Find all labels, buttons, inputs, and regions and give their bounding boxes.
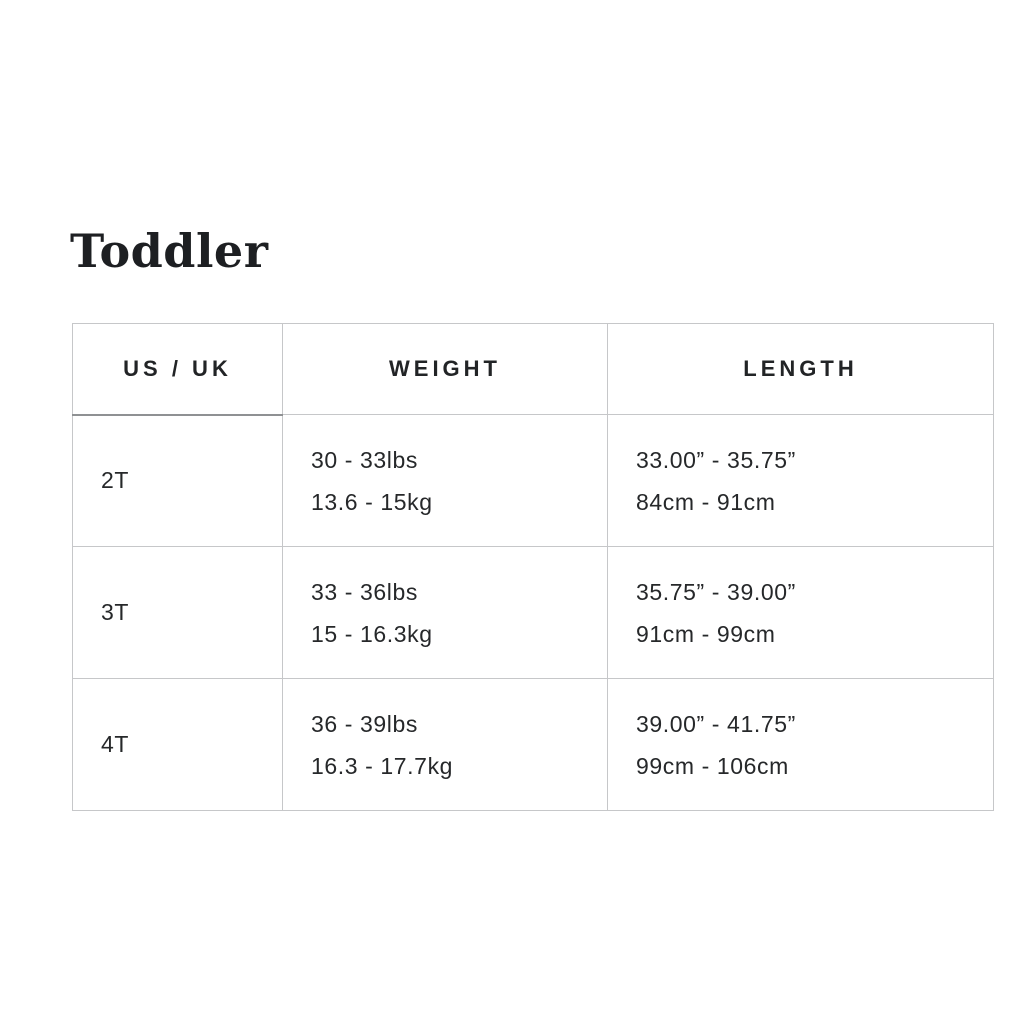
weight-kg-value: 13.6 - 15kg: [311, 488, 433, 515]
weight-kg-value: 16.3 - 17.7kg: [311, 752, 454, 779]
table-row-4t: 4T 36 - 39lbs 16.3 - 17.7kg 39.00” - 41.…: [72, 678, 994, 811]
header-us-uk: US / UK: [72, 323, 283, 416]
table-row-3t: 3T 33 - 36lbs 15 - 16.3kg 35.75” - 39.00…: [72, 546, 994, 679]
size-cell: 4T: [72, 678, 283, 811]
weight-lbs-value: 36 - 39lbs: [311, 710, 419, 737]
table-row-2t: 2T 30 - 33lbs 13.6 - 15kg 33.00” - 35.75…: [72, 414, 994, 547]
toddler-size-table: US / UK WEIGHT LENGTH 2T 30 - 33lbs 13.6…: [72, 323, 994, 811]
weight-cell: 33 - 36lbs 15 - 16.3kg: [282, 546, 608, 679]
length-inches-value: 33.00” - 35.75”: [636, 446, 796, 473]
weight-cell: 30 - 33lbs 13.6 - 15kg: [282, 414, 608, 547]
weight-lbs-value: 30 - 33lbs: [311, 446, 419, 473]
weight-cell: 36 - 39lbs 16.3 - 17.7kg: [282, 678, 608, 811]
length-inches-value: 35.75” - 39.00”: [636, 578, 796, 605]
length-cell: 39.00” - 41.75” 99cm - 106cm: [607, 678, 994, 811]
size-cell: 3T: [72, 546, 283, 679]
section-title: Toddler: [70, 224, 269, 278]
length-cell: 33.00” - 35.75” 84cm - 91cm: [607, 414, 994, 547]
header-weight: WEIGHT: [282, 323, 608, 415]
size-cell: 2T: [72, 414, 283, 547]
length-cm-value: 84cm - 91cm: [636, 488, 776, 515]
weight-lbs-value: 33 - 36lbs: [311, 578, 419, 605]
length-cm-value: 91cm - 99cm: [636, 620, 776, 647]
length-cm-value: 99cm - 106cm: [636, 752, 789, 779]
length-inches-value: 39.00” - 41.75”: [636, 710, 796, 737]
length-cell: 35.75” - 39.00” 91cm - 99cm: [607, 546, 994, 679]
header-row: US / UK WEIGHT LENGTH: [72, 323, 994, 416]
header-length: LENGTH: [607, 323, 994, 415]
weight-kg-value: 15 - 16.3kg: [311, 620, 433, 647]
